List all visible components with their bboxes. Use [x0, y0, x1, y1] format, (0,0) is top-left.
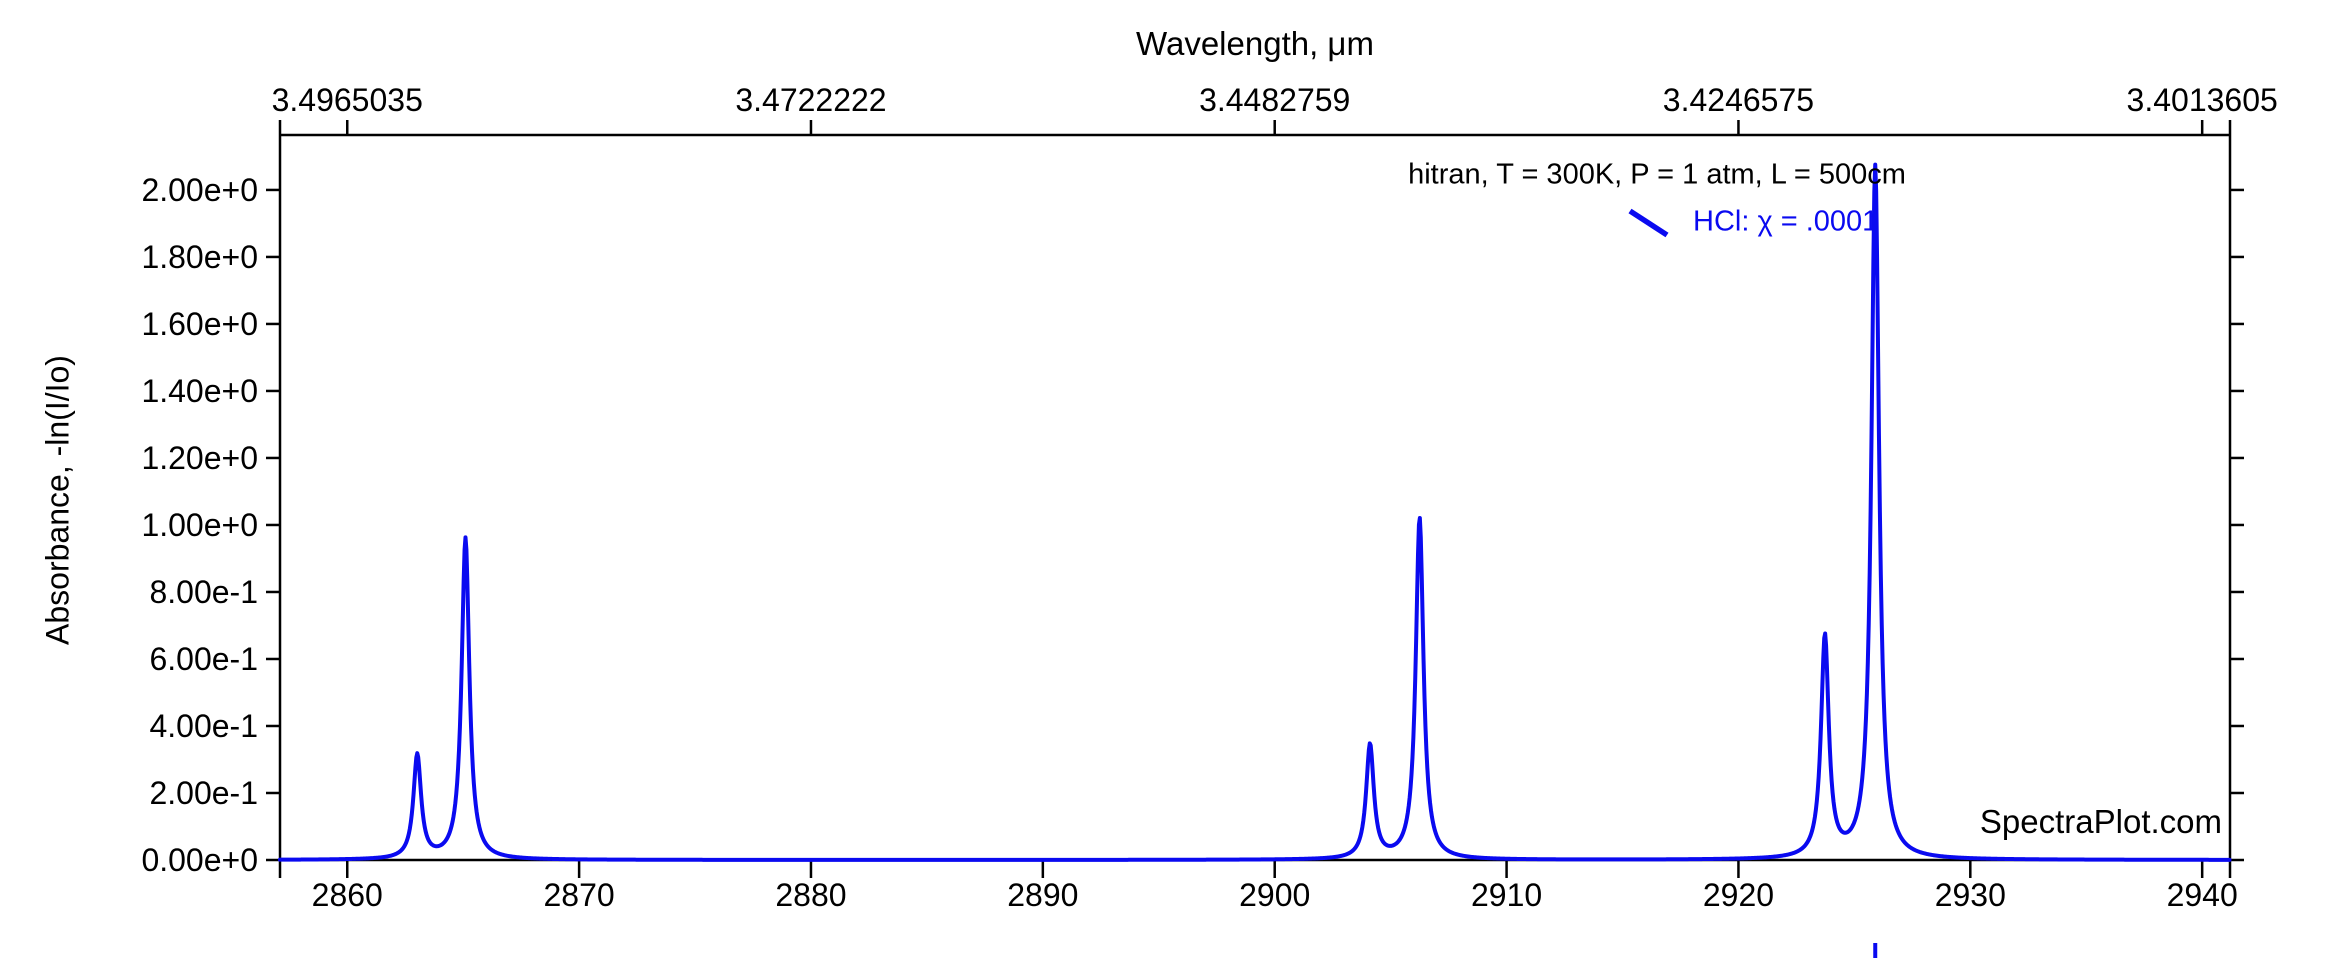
wavenumber-tick-label: 2870: [543, 877, 615, 913]
absorbance-tick-label: 8.00e-1: [149, 573, 258, 610]
absorbance-tick-label: 1.80e+0: [141, 238, 258, 275]
absorbance-tick-label: 0.00e+0: [141, 842, 258, 878]
spectrum-line-hcl: [278, 162, 2232, 862]
wavelength-tick-label: 3.4965035: [271, 82, 423, 118]
absorbance-tick-label: 6.00e-1: [149, 640, 258, 677]
absorbance-tick-label: 1.20e+0: [141, 439, 258, 476]
legend-marker-line: [1628, 208, 1669, 238]
y-axis-title: Absorbance, -ln(I/Io): [39, 355, 76, 645]
absorbance-tick-label: 1.60e+0: [141, 305, 258, 342]
absorbance-tick-label: 1.40e+0: [141, 372, 258, 409]
wavenumber-tick-label: 2860: [311, 877, 383, 913]
absorbance-tick-label: 4.00e-1: [149, 707, 258, 744]
plot-area[interactable]: [280, 135, 2230, 860]
wavenumber-tick-label: 2910: [1470, 877, 1543, 913]
wavenumber-tick-label: 2940: [2166, 877, 2238, 913]
wavelength-tick-label: 3.4246575: [1662, 82, 1815, 118]
wavelength-tick-label: 3.4013605: [2126, 82, 2278, 118]
wavelength-tick-label: 3.4722222: [735, 82, 887, 118]
spectraplot-watermark: SpectraPlot.com: [1979, 803, 2222, 840]
top-axis-title: Wavelength, μm: [1136, 25, 1374, 62]
legend-series-label: HCl: χ = .0001: [1693, 205, 1879, 238]
absorbance-tick-label: 1.00e+0: [141, 506, 258, 543]
wavenumber-tick-label: 2880: [775, 877, 847, 913]
absorbance-tick-label: 2.00e-1: [149, 774, 258, 811]
wavelength-tick-label: 3.4482759: [1199, 82, 1351, 118]
wavenumber-tick-label: 2930: [1934, 877, 2006, 913]
absorbance-tick-label: 2.00e+0: [141, 171, 258, 208]
legend-conditions-text: hitran, T = 300K, P = 1 atm, L = 500cm: [1408, 158, 1906, 191]
wavenumber-tick-label: 2900: [1239, 877, 1311, 913]
wavenumber-tick-label: 2920: [1702, 877, 1775, 913]
wavenumber-tick-label: 2890: [1007, 877, 1079, 913]
